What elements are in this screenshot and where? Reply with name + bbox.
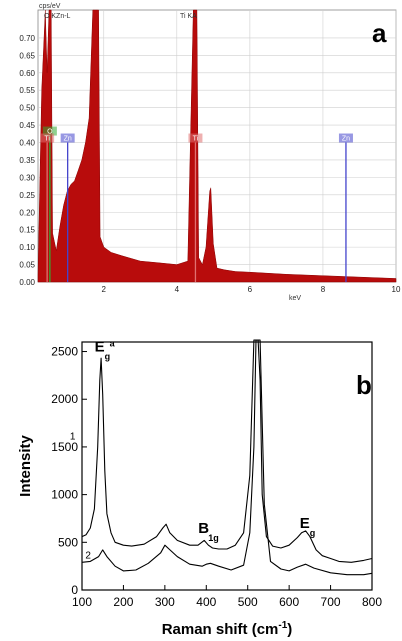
eds-x-axis-label: keV — [289, 295, 301, 302]
raman-x-axis-label-sup: -1 — [278, 620, 287, 631]
eds-y-tick-label: 0.15 — [19, 226, 35, 235]
raman-y-tick-label: 2000 — [51, 392, 78, 406]
eds-x-ticks: 2 4 6 8 10 — [102, 285, 401, 294]
raman-x-tick-label: 800 — [362, 595, 382, 609]
eds-panel: OTi Zn Ti Zn 0.000.050.100.150.200.250.300.… — [19, 3, 401, 302]
raman-y-tick-label: 500 — [58, 535, 78, 549]
eds-x-tick-label: 2 — [102, 285, 107, 294]
raman-peak-label-sup: a — [110, 339, 116, 349]
raman-series — [81, 339, 373, 576]
eds-header-label-2: Ti KA — [180, 13, 197, 20]
raman-peak-label: B — [198, 520, 209, 537]
raman-y-tick-label: 1000 — [51, 488, 78, 502]
eds-element-markers: OTi Zn Ti Zn — [40, 126, 353, 282]
raman-x-tick-label: 500 — [238, 595, 258, 609]
raman-panel: 0 500 1000 1500 2000 2500 100 200 300 400 500 600 7… — [17, 339, 382, 638]
raman-peak-label: E — [300, 515, 310, 532]
raman-plot-frame — [81, 341, 373, 591]
raman-x-tick-label: 700 — [321, 595, 341, 609]
eds-y-tick-label: 0.65 — [19, 51, 35, 60]
raman-peak-label-sub: g — [310, 528, 316, 538]
eds-x-tick-label: 6 — [248, 285, 253, 294]
eds-x-tick-label: 8 — [321, 285, 326, 294]
eds-y-tick-label: 0.20 — [19, 208, 35, 217]
eds-marker-label: Zn — [64, 136, 72, 143]
raman-y-axis-label: Intensity — [17, 435, 34, 497]
eds-y-tick-label: 0.50 — [19, 104, 35, 113]
eds-marker-label: Ti — [44, 136, 50, 143]
raman-peak-label-sub: 1g — [208, 533, 219, 543]
eds-y-tick-label: 0.10 — [19, 243, 35, 252]
eds-marker-tag — [60, 133, 75, 143]
eds-y-tick-label: 0.30 — [19, 173, 35, 182]
raman-series-1-line — [81, 339, 373, 563]
eds-marker-label: Zn — [342, 136, 350, 143]
raman-x-ticks: 100 200 300 400 500 600 700 800 — [72, 585, 382, 609]
eds-marker-label: O — [47, 129, 53, 136]
raman-x-axis-label-close: ) — [287, 621, 292, 638]
raman-x-axis-label: Raman shift (cm-1) — [162, 620, 293, 638]
raman-x-tick-label: 300 — [155, 595, 175, 609]
eds-x-tick-label: 4 — [175, 285, 180, 294]
raman-peak-label-sub: g — [105, 352, 111, 362]
eds-marker-tag — [42, 126, 57, 136]
eds-y-ticks: 0.00 0.05 0.10 0.15 0.20 0.25 0.30 0.35 0.40 0.45… — [19, 34, 35, 287]
raman-x-tick-label: 200 — [113, 595, 133, 609]
raman-x-tick-label: 600 — [279, 595, 299, 609]
eds-y-tick-label: 0.40 — [19, 139, 35, 148]
eds-marker-label: Ti — [193, 136, 199, 143]
eds-y-tick-label: 0.60 — [19, 69, 35, 78]
raman-series-2-line — [81, 339, 373, 576]
eds-y-tick-label: 0.05 — [19, 261, 35, 270]
panel-label-b: b — [356, 370, 372, 400]
eds-header-label-1: O KZn-L — [44, 13, 71, 20]
raman-y-tick-label: 0 — [71, 583, 78, 597]
eds-y-tick-label: 0.55 — [19, 86, 35, 95]
raman-series-1-label: 1 — [70, 431, 76, 442]
eds-marker-tag — [338, 133, 353, 143]
eds-y-tick-label: 0.00 — [19, 278, 35, 287]
raman-x-tick-label: 100 — [72, 595, 92, 609]
raman-x-tick-label: 400 — [196, 595, 216, 609]
raman-x-axis-label-main: Raman shift (cm — [162, 621, 279, 638]
eds-marker-tag — [188, 133, 203, 143]
eds-x-tick-label: 10 — [392, 285, 401, 294]
eds-y-tick-label: 0.70 — [19, 34, 35, 43]
eds-y-axis-label: cps/eV — [39, 3, 61, 10]
raman-series-2-label: 2 — [85, 551, 91, 562]
raman-y-ticks: 0 500 1000 1500 2000 2500 — [51, 345, 87, 597]
raman-series-labels: 12 — [70, 431, 91, 561]
eds-marker-tag — [40, 133, 55, 143]
raman-y-tick-label: 1500 — [51, 440, 78, 454]
eds-y-tick-label: 0.35 — [19, 156, 35, 165]
raman-peak-label: E — [95, 339, 105, 356]
eds-y-tick-label: 0.25 — [19, 191, 35, 200]
eds-y-tick-label: 0.45 — [19, 121, 35, 130]
raman-y-tick-label: 2500 — [51, 345, 78, 359]
eds-spectrum — [37, 9, 397, 283]
eds-spectrum-area — [37, 9, 397, 283]
panel-label-a: a — [372, 18, 387, 48]
